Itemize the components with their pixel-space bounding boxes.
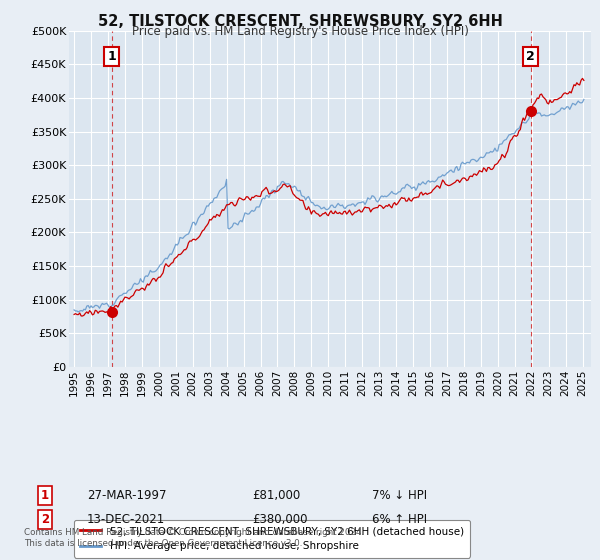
- Text: Contains HM Land Registry data © Crown copyright and database right 2024.
This d: Contains HM Land Registry data © Crown c…: [24, 528, 364, 548]
- Text: Price paid vs. HM Land Registry's House Price Index (HPI): Price paid vs. HM Land Registry's House …: [131, 25, 469, 38]
- Text: 13-DEC-2021: 13-DEC-2021: [87, 513, 165, 526]
- Text: 6% ↑ HPI: 6% ↑ HPI: [372, 513, 427, 526]
- Text: 2: 2: [526, 50, 535, 63]
- Text: 52, TILSTOCK CRESCENT, SHREWSBURY, SY2 6HH: 52, TILSTOCK CRESCENT, SHREWSBURY, SY2 6…: [98, 14, 502, 29]
- Legend: 52, TILSTOCK CRESCENT, SHREWSBURY, SY2 6HH (detached house), HPI: Average price,: 52, TILSTOCK CRESCENT, SHREWSBURY, SY2 6…: [74, 520, 470, 558]
- Text: 2: 2: [41, 513, 49, 526]
- Text: 1: 1: [41, 489, 49, 502]
- Text: 1: 1: [107, 50, 116, 63]
- Text: 7% ↓ HPI: 7% ↓ HPI: [372, 489, 427, 502]
- Text: £81,000: £81,000: [252, 489, 300, 502]
- Text: £380,000: £380,000: [252, 513, 308, 526]
- Text: 27-MAR-1997: 27-MAR-1997: [87, 489, 167, 502]
